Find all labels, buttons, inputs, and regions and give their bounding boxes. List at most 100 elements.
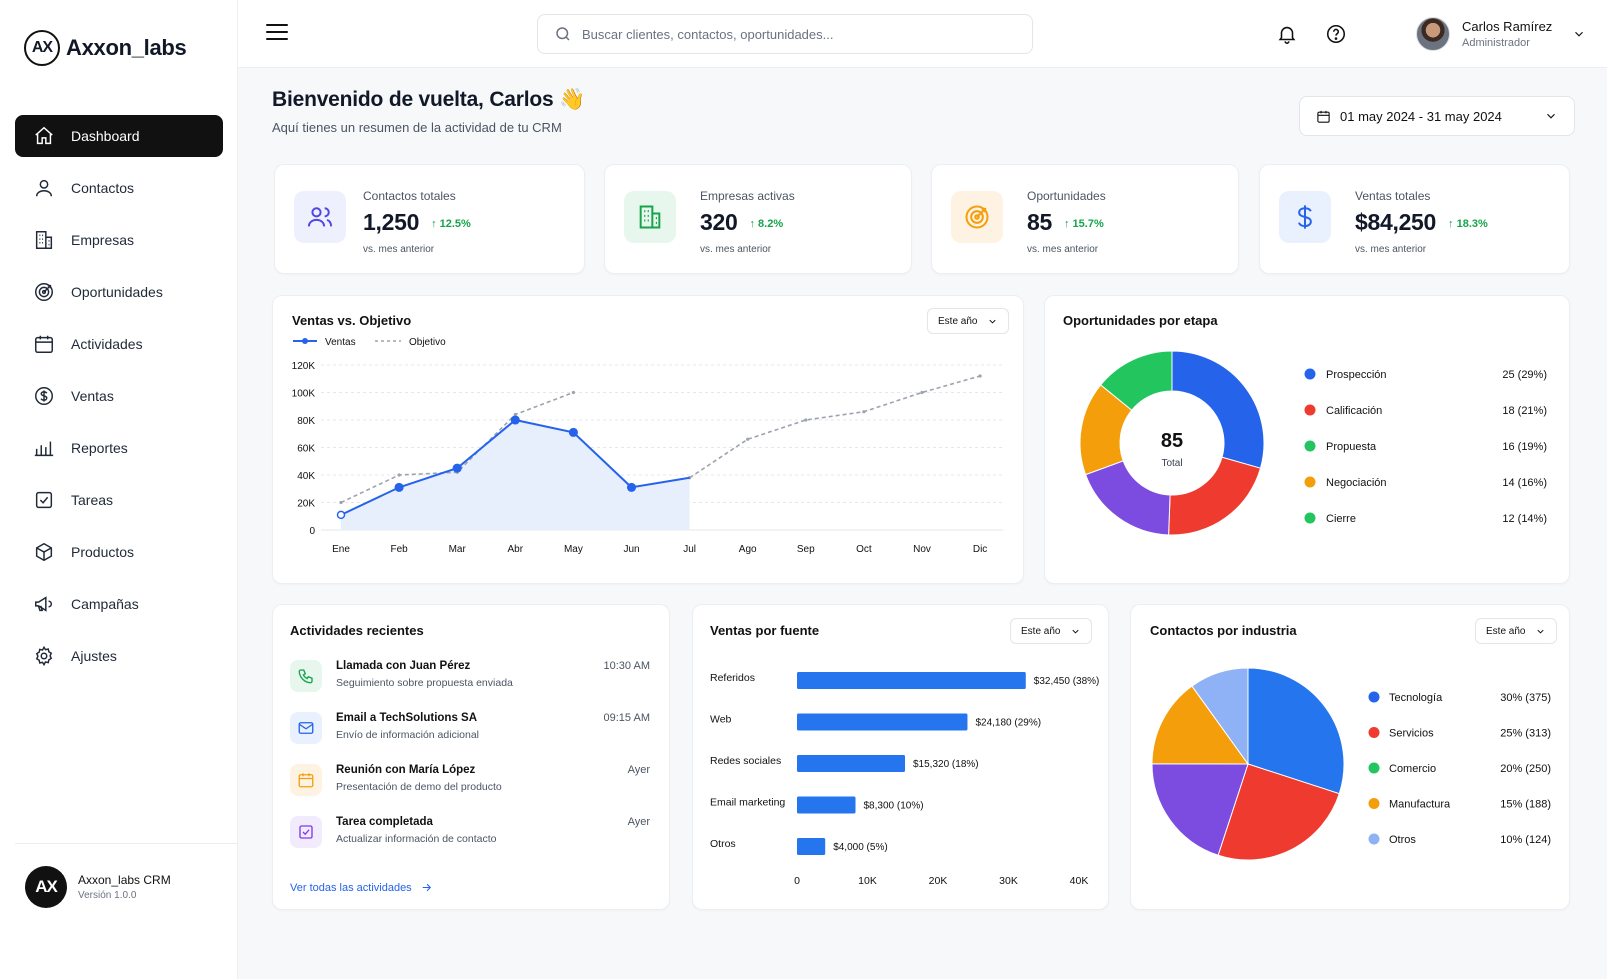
sidebar-item-campañas[interactable]: Campañas (15, 583, 223, 625)
activity-item[interactable]: Email a TechSolutions SA Envío de informa… (290, 712, 650, 752)
sales-point[interactable] (568, 427, 578, 437)
sidebar-item-label: Ventas (71, 388, 114, 404)
pie-slice[interactable] (1191, 667, 1249, 766)
legend-value: 10% (124) (1500, 834, 1551, 846)
sources-period-dropdown[interactable]: Este año (1010, 618, 1093, 644)
kpi-card[interactable]: Ventas totales $84,250 ↑ 18.3% vs. mes ante… (1259, 164, 1570, 274)
sidebar-item-dashboard[interactable]: Dashboard (15, 115, 223, 157)
sidebar-item-empresas[interactable]: Empresas (15, 219, 223, 261)
activity-icon-box (290, 816, 322, 848)
user-name: Carlos Ramírez (1462, 19, 1553, 34)
brand-name: Axxon_labs (66, 35, 187, 60)
donut-slice[interactable] (1099, 350, 1173, 411)
page-title: Bienvenido de vuelta, Carlos 👋 (272, 88, 586, 111)
avatar (1416, 17, 1450, 51)
donut-slice[interactable] (1171, 350, 1265, 469)
sidebar-item-oportunidades[interactable]: Oportunidades (15, 271, 223, 313)
sales-chart-title: Ventas vs. Objetivo (292, 313, 412, 328)
sales-period-dropdown[interactable]: Este año (927, 308, 1010, 334)
kpi-card[interactable]: Oportunidades 85 ↑ 15.7% vs. mes anterior (931, 164, 1239, 274)
bell-icon[interactable] (1276, 23, 1298, 45)
x-tick-label: Sep (797, 544, 815, 555)
x-tick-label: 40K (1070, 875, 1089, 887)
x-tick-label: 20K (929, 875, 948, 887)
kpi-change-value: 18.3% (1456, 218, 1488, 230)
sidebar-item-actividades[interactable]: Actividades (15, 323, 223, 365)
topbar: Carlos Ramírez Administrador (238, 0, 1607, 68)
activity-time: Ayer (627, 764, 650, 776)
search-input[interactable] (582, 26, 1002, 42)
activity-item[interactable]: Reunión con María López Presentación de d… (290, 764, 650, 804)
help-icon[interactable] (1325, 23, 1347, 45)
bar[interactable] (797, 796, 856, 814)
x-tick-label: Oct (856, 544, 872, 555)
legend-value: 25% (313) (1500, 728, 1551, 740)
menu-icon[interactable] (266, 24, 288, 42)
sidebar-item-productos[interactable]: Productos (15, 531, 223, 573)
activity-item[interactable]: Tarea completada Actualizar información d… (290, 816, 650, 856)
sales-point[interactable] (394, 482, 404, 492)
legend-dot (1304, 440, 1316, 452)
y-tick-label: 80K (297, 416, 315, 427)
legend-dot (1304, 404, 1316, 416)
chevron-down-icon (1547, 113, 1555, 119)
pie-slice[interactable] (1151, 763, 1249, 856)
sidebar-item-reportes[interactable]: Reportes (15, 427, 223, 469)
legend-dot (1368, 727, 1380, 738)
sales-line-chart: Ventas Objetivo 0 20K 40K 60K 80K 100K 120K Ene Fe… (292, 337, 1003, 555)
sidebar-item-contactos[interactable]: Contactos (15, 167, 223, 209)
chevron-down-icon (1072, 629, 1080, 634)
legend-sales-label: Ventas (325, 337, 356, 348)
x-tick-label: 10K (858, 875, 877, 887)
activity-icon-box (290, 660, 322, 692)
bar[interactable] (797, 838, 826, 855)
pie-slice[interactable] (1151, 685, 1249, 765)
activity-title: Tarea completada (336, 816, 433, 828)
date-range-picker[interactable]: 01 may 2024 - 31 may 2024 (1299, 96, 1575, 136)
sidebar-item-ventas[interactable]: Ventas (15, 375, 223, 417)
calendar-icon (35, 335, 53, 353)
sidebar-item-ajustes[interactable]: Ajustes (15, 635, 223, 677)
kpi-change: ↑ 15.7% (1064, 218, 1104, 230)
sales-point[interactable] (336, 510, 346, 520)
sales-point[interactable] (510, 415, 520, 425)
industry-period-dropdown[interactable]: Este año (1475, 618, 1558, 644)
legend-label: Manufactura (1389, 799, 1451, 811)
sales-point[interactable] (626, 482, 637, 492)
legend-dot (1304, 476, 1316, 488)
megaphone-icon (35, 596, 52, 612)
user-menu[interactable]: Carlos Ramírez Administrador (1416, 17, 1586, 51)
search-box[interactable] (537, 14, 1033, 54)
pie-slice[interactable] (1217, 763, 1340, 861)
kpi-change: ↑ 18.3% (1448, 218, 1488, 230)
brand-logo[interactable]: AX Axxon_labs (24, 30, 187, 66)
check-square-icon (299, 825, 313, 839)
activity-item[interactable]: Llamada con Juan Pérez Seguimiento sobre … (290, 660, 650, 700)
bar[interactable] (797, 713, 968, 731)
kpi-card[interactable]: Contactos totales 1,250 ↑ 12.5% vs. mes ant… (274, 164, 585, 274)
activity-icon-box (290, 764, 322, 796)
kpi-sub: vs. mes anterior (1027, 244, 1099, 255)
activity-time: Ayer (627, 816, 650, 828)
bar[interactable] (797, 672, 1026, 689)
donut-slice[interactable] (1084, 460, 1171, 536)
target-point (397, 473, 401, 477)
user-role: Administrador (1462, 37, 1530, 49)
opportunities-stage-card: Oportunidades por etapa 85 Total Prospecci… (1044, 295, 1570, 584)
kpi-card[interactable]: Empresas activas 320 ↑ 8.2% vs. mes anterio… (604, 164, 912, 274)
building-icon (639, 205, 661, 229)
chevron-down-icon (1575, 31, 1584, 37)
sales-point[interactable] (452, 463, 462, 473)
x-tick-label: May (564, 544, 583, 555)
sales-period-value: Este año (938, 315, 978, 327)
x-tick-label: Ago (739, 544, 757, 555)
legend-dot (1368, 798, 1380, 809)
view-all-activities-link[interactable]: Ver todas las actividades (290, 881, 433, 894)
kpi-icon-box (294, 191, 346, 243)
pie-slice[interactable] (1247, 667, 1345, 795)
sidebar-item-tareas[interactable]: Tareas (15, 479, 223, 521)
bar[interactable] (797, 755, 906, 772)
arrow-up-icon: ↑ (749, 218, 755, 230)
x-tick-label: Mar (449, 544, 467, 555)
target-point (978, 374, 982, 378)
